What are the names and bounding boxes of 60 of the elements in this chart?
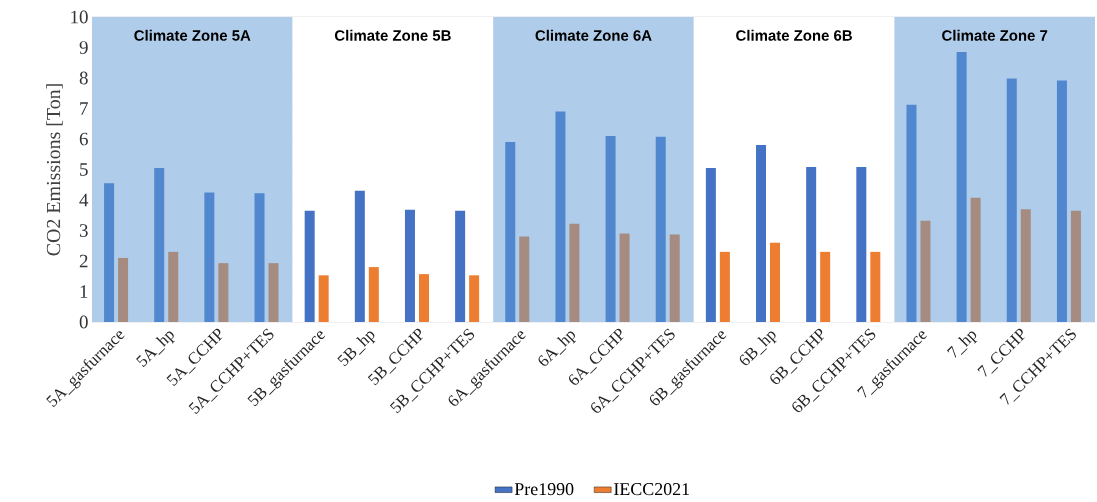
bar	[719, 251, 730, 322]
bar	[956, 52, 967, 322]
bar	[669, 234, 680, 322]
bar	[204, 192, 215, 322]
bar	[318, 275, 329, 322]
bar	[304, 210, 315, 322]
bar	[756, 145, 767, 322]
bar	[268, 263, 279, 322]
y-tick-label: 10	[71, 10, 88, 24]
bar	[455, 210, 466, 322]
bar	[970, 197, 981, 322]
bar	[906, 104, 917, 322]
y-tick-label: 7	[80, 102, 88, 115]
bar	[168, 251, 179, 322]
legend-label: IECC2021	[614, 483, 690, 496]
bar	[254, 193, 265, 322]
bar	[870, 251, 881, 322]
bar	[856, 167, 867, 322]
bar	[820, 251, 831, 322]
bar	[770, 242, 781, 322]
bar	[569, 223, 580, 322]
y-tick-label: 2	[79, 254, 88, 268]
bar	[1020, 209, 1031, 322]
y-tick-label: 3	[79, 224, 88, 237]
bar	[404, 209, 415, 322]
y-tick-label: 5	[80, 163, 88, 176]
bar	[154, 167, 165, 322]
bar	[555, 111, 566, 322]
band-label: Climate Zone 6B	[736, 29, 852, 41]
y-tick-label: 4	[79, 193, 89, 207]
y-tick-label: 0	[79, 315, 88, 329]
bar	[605, 135, 616, 322]
y-tick-label: 8	[79, 71, 88, 85]
bar	[619, 233, 630, 322]
bar	[1006, 78, 1017, 322]
bar	[519, 236, 530, 322]
band-label: Climate Zone 7	[942, 29, 1048, 41]
x-tick-label: 7_hp	[946, 331, 978, 358]
bar	[104, 183, 115, 322]
bar	[368, 267, 379, 322]
bar	[1070, 210, 1081, 322]
y-tick-label: 9	[79, 41, 88, 54]
bar	[705, 167, 716, 322]
bar	[118, 257, 129, 322]
y-tick-label: 6	[79, 132, 88, 146]
band-label: Climate Zone 5A	[134, 29, 251, 41]
bar	[418, 274, 429, 322]
bar	[354, 190, 365, 322]
y-tick-label: 1	[80, 285, 88, 298]
bar	[218, 263, 229, 322]
bar	[655, 136, 666, 322]
bar	[505, 142, 516, 322]
band-label: Climate Zone 6A	[535, 29, 652, 41]
band-label: Climate Zone 5B	[334, 29, 451, 41]
bar	[1056, 80, 1067, 322]
bar	[920, 220, 931, 322]
bar	[469, 275, 480, 322]
y-axis-title: CO2 Emissions [Ton]	[46, 84, 63, 256]
legend-label: Pre1990	[514, 483, 574, 496]
bar	[806, 167, 817, 322]
